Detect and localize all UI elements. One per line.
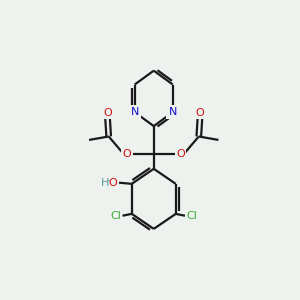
Text: N: N	[130, 107, 139, 117]
Text: O: O	[196, 108, 204, 118]
Text: O: O	[123, 149, 132, 159]
Text: O: O	[108, 178, 117, 188]
Text: Cl: Cl	[111, 211, 122, 221]
Text: Cl: Cl	[186, 211, 197, 221]
Text: H: H	[100, 178, 109, 188]
Text: N: N	[169, 107, 177, 117]
Text: ·: ·	[106, 176, 111, 188]
Text: O: O	[103, 108, 112, 118]
Text: O: O	[176, 149, 185, 159]
